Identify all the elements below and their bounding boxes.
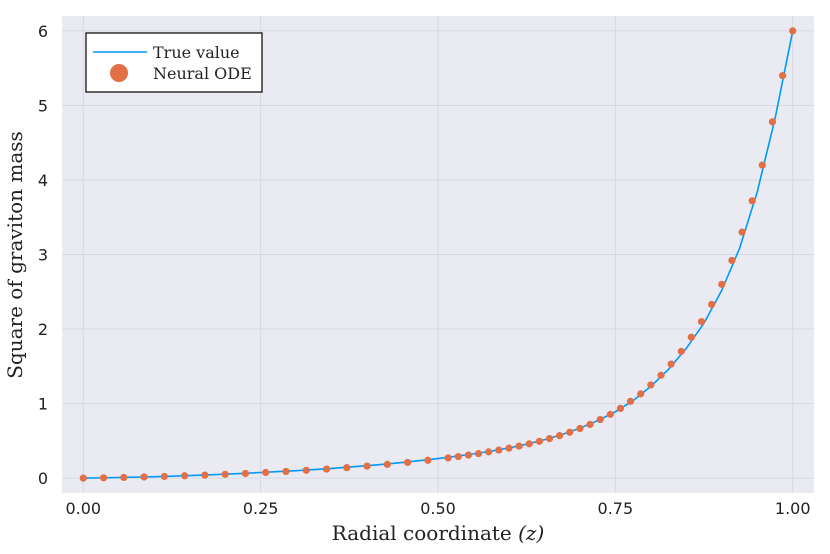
point-neural-ode bbox=[525, 440, 533, 448]
point-neural-ode bbox=[596, 415, 604, 424]
legend-label-true-value: True value bbox=[153, 43, 240, 62]
point-neural-ode bbox=[687, 333, 695, 341]
point-neural-ode bbox=[718, 280, 726, 288]
y-axis-label: Square of graviton mass bbox=[3, 131, 27, 379]
x-tick-label: 0.50 bbox=[420, 499, 456, 518]
point-neural-ode bbox=[708, 300, 716, 309]
point-neural-ode bbox=[748, 197, 756, 205]
point-neural-ode bbox=[566, 428, 574, 436]
point-neural-ode bbox=[606, 410, 614, 418]
point-neural-ode bbox=[302, 466, 310, 474]
point-neural-ode bbox=[99, 474, 108, 482]
x-tick-label: 0.75 bbox=[598, 499, 634, 518]
point-neural-ode bbox=[657, 371, 665, 379]
point-neural-ode bbox=[576, 424, 584, 433]
point-neural-ode bbox=[667, 360, 675, 368]
point-neural-ode bbox=[677, 347, 685, 355]
point-neural-ode bbox=[221, 470, 229, 478]
point-neural-ode bbox=[454, 452, 462, 461]
x-tick-label: 0.00 bbox=[65, 499, 101, 518]
y-axis-ticks: 0 1 2 3 4 5 6 bbox=[38, 22, 48, 488]
x-axis-label: Radial coordinate (z) bbox=[332, 521, 545, 545]
point-neural-ode bbox=[201, 471, 209, 479]
point-neural-ode bbox=[363, 462, 371, 470]
point-neural-ode bbox=[626, 397, 635, 405]
x-axis-ticks: 0.00 0.25 0.50 0.75 1.00 bbox=[65, 499, 810, 518]
point-neural-ode bbox=[647, 381, 655, 389]
legend: True value Neural ODE bbox=[85, 32, 263, 93]
point-neural-ode bbox=[738, 228, 746, 236]
point-neural-ode bbox=[181, 472, 189, 480]
point-neural-ode bbox=[485, 448, 493, 456]
point-neural-ode bbox=[535, 437, 543, 445]
point-neural-ode bbox=[495, 446, 503, 454]
point-neural-ode bbox=[140, 473, 148, 481]
point-neural-ode bbox=[728, 256, 736, 265]
y-tick-label: 6 bbox=[38, 22, 48, 41]
y-tick-label: 2 bbox=[38, 320, 48, 339]
point-neural-ode bbox=[474, 449, 483, 458]
point-neural-ode bbox=[758, 161, 766, 169]
point-neural-ode bbox=[383, 460, 391, 468]
point-neural-ode bbox=[778, 72, 787, 80]
y-tick-label: 5 bbox=[38, 96, 48, 115]
point-neural-ode bbox=[403, 458, 412, 467]
point-neural-ode bbox=[464, 451, 473, 459]
point-neural-ode bbox=[343, 464, 351, 472]
x-tick-label: 1.00 bbox=[775, 499, 811, 518]
legend-marker-neural-ode bbox=[110, 64, 128, 82]
point-neural-ode bbox=[637, 390, 645, 398]
point-neural-ode bbox=[241, 469, 250, 478]
x-tick-label: 0.25 bbox=[243, 499, 279, 518]
y-tick-label: 0 bbox=[38, 469, 48, 488]
point-neural-ode bbox=[322, 465, 331, 473]
point-neural-ode bbox=[555, 432, 564, 440]
point-neural-ode bbox=[79, 474, 87, 482]
point-neural-ode bbox=[424, 456, 432, 464]
point-neural-ode bbox=[545, 434, 554, 443]
x-axis-variable: (z) bbox=[518, 521, 544, 545]
point-neural-ode bbox=[262, 468, 270, 477]
legend-box bbox=[85, 32, 263, 93]
grid bbox=[62, 16, 814, 493]
point-neural-ode bbox=[515, 442, 523, 450]
y-tick-label: 1 bbox=[38, 395, 48, 414]
point-neural-ode bbox=[697, 317, 706, 326]
legend-label-neural-ode: Neural ODE bbox=[153, 64, 252, 83]
point-neural-ode bbox=[789, 27, 797, 35]
point-neural-ode bbox=[282, 467, 290, 476]
point-neural-ode bbox=[444, 454, 452, 462]
point-neural-ode bbox=[616, 404, 624, 413]
point-neural-ode bbox=[505, 444, 513, 452]
point-neural-ode bbox=[120, 473, 128, 482]
y-tick-label: 3 bbox=[38, 246, 48, 265]
point-neural-ode bbox=[768, 118, 777, 126]
y-tick-label: 4 bbox=[38, 171, 48, 190]
point-neural-ode bbox=[586, 420, 594, 429]
series-neural-ode bbox=[79, 27, 797, 482]
point-neural-ode bbox=[160, 472, 168, 481]
